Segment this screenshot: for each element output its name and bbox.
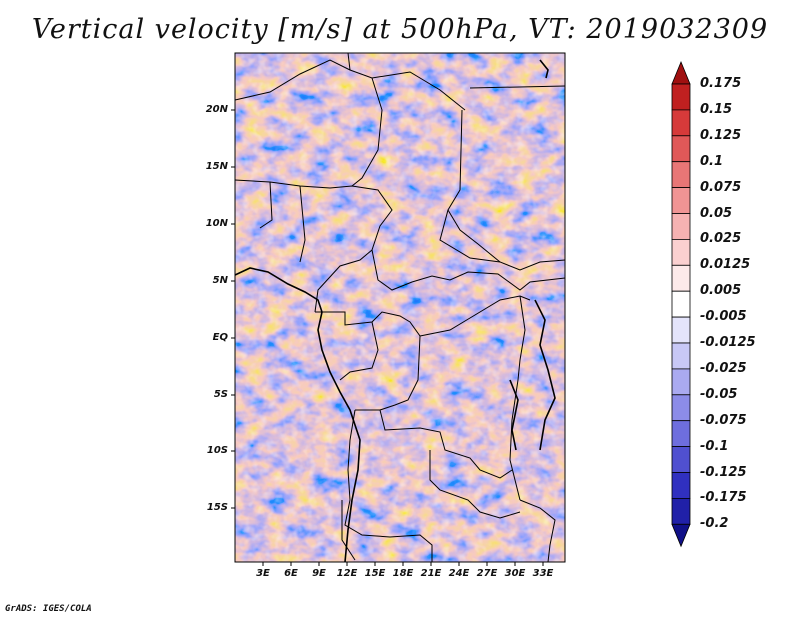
colorbar-band (671, 342, 691, 370)
axis-ticks (231, 109, 544, 566)
colorbar-level-label: 0.0125 (700, 257, 751, 273)
x-tick-label: 21E (420, 568, 442, 579)
map-frame (234, 52, 566, 563)
colorbar (671, 60, 691, 548)
colorbar-band (671, 135, 691, 163)
x-tick-label: 33E (532, 568, 554, 579)
colorbar-band (671, 420, 691, 448)
x-tick-label: 18E (392, 568, 414, 579)
colorbar-band (671, 161, 691, 188)
colorbar-level-label: -0.0125 (700, 335, 756, 350)
velocity-field (235, 53, 565, 562)
x-tick-label: 27E (476, 568, 498, 579)
colorbar-band (671, 394, 691, 422)
colorbar-level-label: 0.05 (700, 205, 733, 221)
credit-text: GrADS: IGES/COLA (5, 604, 92, 614)
colorbar-band (671, 238, 691, 266)
colorbar-level-label: 0.075 (700, 179, 742, 195)
colorbar-level-label: 0.175 (700, 76, 742, 91)
colorbar-level-label: 0.005 (700, 283, 742, 299)
y-tick-label: 5S (213, 389, 228, 400)
colorbar-level-label: -0.05 (700, 386, 738, 402)
colorbar-level-label: 0.15 (700, 101, 733, 117)
x-tick-label: 24E (448, 568, 470, 579)
y-tick-label: 15S (206, 502, 228, 513)
coastline (235, 59, 556, 562)
colorbar-level-label: 0.025 (700, 231, 742, 247)
y-tick-label: 5N (212, 275, 228, 286)
map-title: Vertical velocity [m/s] at 500hPa, VT: 2… (31, 14, 769, 45)
colorbar-band (671, 316, 691, 344)
country-borders (235, 53, 565, 562)
colorbar-level-label: -0.075 (700, 412, 747, 428)
x-tick-label: 15E (364, 568, 386, 579)
colorbar-band (671, 368, 691, 396)
colorbar-level-label: 0.125 (700, 127, 742, 143)
colorbar-arrow-top (671, 60, 691, 85)
colorbar-band (671, 264, 691, 292)
colorbar-level-label: -0.005 (700, 309, 747, 325)
colorbar-level-label: -0.125 (700, 464, 747, 480)
x-tick-label: 30E (504, 568, 526, 579)
x-tick-label: 12E (336, 568, 358, 579)
x-tick-label: 9E (312, 568, 326, 579)
x-tick-label: 3E (256, 568, 270, 579)
colorbar-band (671, 290, 691, 318)
colorbar-band (671, 497, 691, 525)
x-tick-label: 6E (284, 568, 298, 579)
colorbar-band (671, 83, 691, 111)
colorbar-level-label: -0.1 (700, 438, 729, 454)
y-tick-label: 10S (206, 445, 228, 456)
colorbar-band (671, 187, 691, 214)
colorbar-arrow-bottom (671, 523, 691, 548)
colorbar-level-label: -0.2 (700, 516, 729, 532)
colorbar-band (671, 109, 691, 137)
colorbar-band (671, 213, 691, 240)
colorbar-level-label: -0.175 (700, 490, 747, 506)
colorbar-band (671, 472, 691, 499)
y-tick-label: 15N (205, 161, 228, 172)
y-tick-label: EQ (212, 332, 228, 343)
y-tick-label: 20N (205, 104, 228, 115)
y-tick-label: 10N (205, 218, 228, 229)
colorbar-level-label: -0.025 (700, 360, 747, 376)
colorbar-level-label: 0.1 (700, 153, 724, 169)
colorbar-band (671, 446, 691, 473)
